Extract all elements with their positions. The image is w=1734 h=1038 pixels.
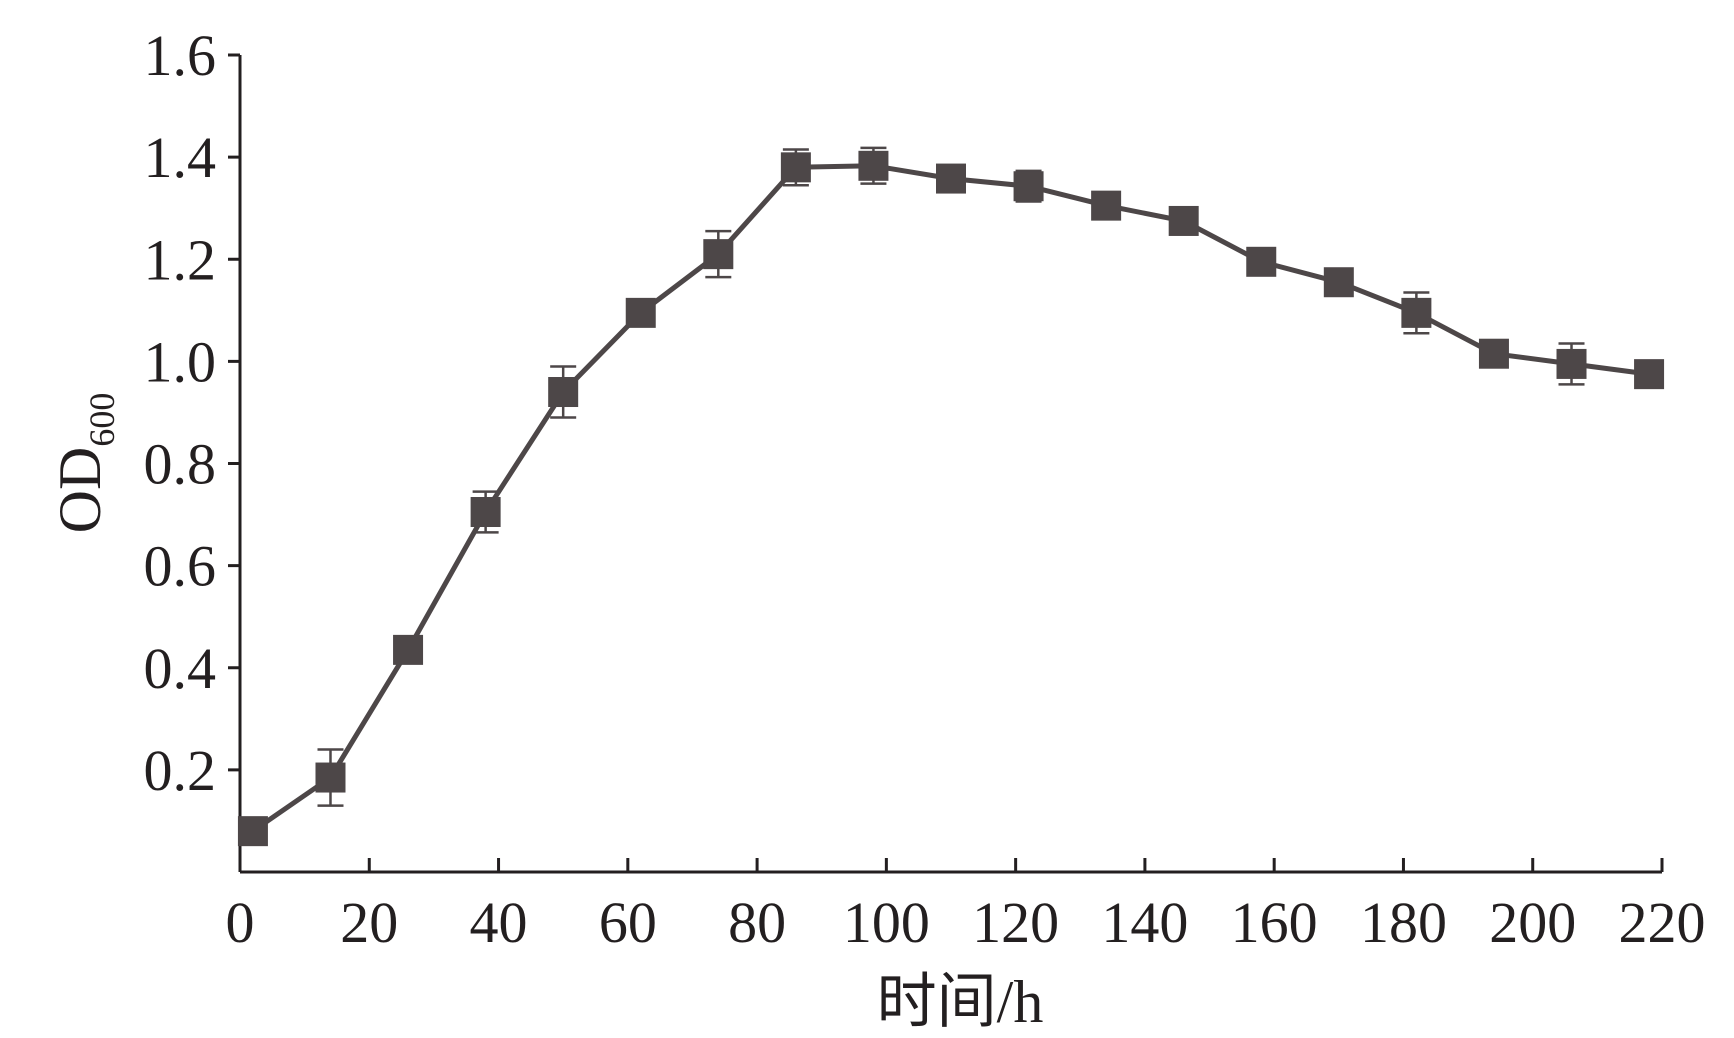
x-tick-label: 60 <box>599 890 657 955</box>
x-tick-label: 200 <box>1489 890 1576 955</box>
data-point <box>1323 267 1354 298</box>
y-axis-title-subscript: 600 <box>82 393 122 447</box>
data-point <box>936 163 966 194</box>
data-point <box>237 816 268 847</box>
x-tick-label: 0 <box>226 890 255 955</box>
data-point <box>625 297 656 328</box>
data-point <box>1634 359 1665 390</box>
y-tick-label: 0.6 <box>144 534 217 599</box>
data-point <box>393 634 424 665</box>
data-point <box>1246 246 1277 277</box>
data-point <box>1168 205 1199 236</box>
y-tick-label: 1.6 <box>144 23 217 88</box>
x-tick-label: 220 <box>1619 890 1706 955</box>
data-point <box>780 152 811 183</box>
data-point <box>1013 171 1044 202</box>
data-point <box>1091 190 1122 221</box>
series-layer <box>237 146 1665 847</box>
data-point <box>1478 338 1509 369</box>
y-tick-label: 0.8 <box>144 432 217 497</box>
data-point <box>470 497 501 528</box>
x-tick-label: 100 <box>843 890 930 955</box>
data-point <box>1556 348 1587 379</box>
x-tick-label: 40 <box>470 890 528 955</box>
x-tick-label: 120 <box>972 890 1059 955</box>
data-point <box>548 377 579 408</box>
data-point <box>858 150 889 181</box>
data-point <box>703 239 734 270</box>
x-ticks: 0 20 40 60 80 100 120 140 160 180 200 220 <box>226 858 1706 955</box>
x-tick-label: 140 <box>1101 890 1188 955</box>
data-point <box>1401 297 1432 328</box>
y-ticks: 0.2 0.4 0.6 0.8 1.0 1.2 1.4 1.6 <box>144 23 240 803</box>
y-tick-label: 1.2 <box>144 227 217 292</box>
x-tick-label: 160 <box>1231 890 1318 955</box>
y-tick-label: 1.4 <box>144 125 217 190</box>
y-tick-label: 0.4 <box>144 636 217 701</box>
x-tick-label: 80 <box>728 890 786 955</box>
y-tick-label: 0.2 <box>144 738 217 803</box>
y-tick-label: 1.0 <box>144 329 217 394</box>
series-line <box>251 163 1650 834</box>
y-axis-title: OD600 <box>47 393 122 534</box>
x-tick-label: 20 <box>340 890 398 955</box>
x-axis-title: 时间/h <box>877 969 1044 1035</box>
y-axis-title-main: OD <box>47 447 113 534</box>
data-point <box>315 762 346 793</box>
x-tick-label: 180 <box>1360 890 1447 955</box>
